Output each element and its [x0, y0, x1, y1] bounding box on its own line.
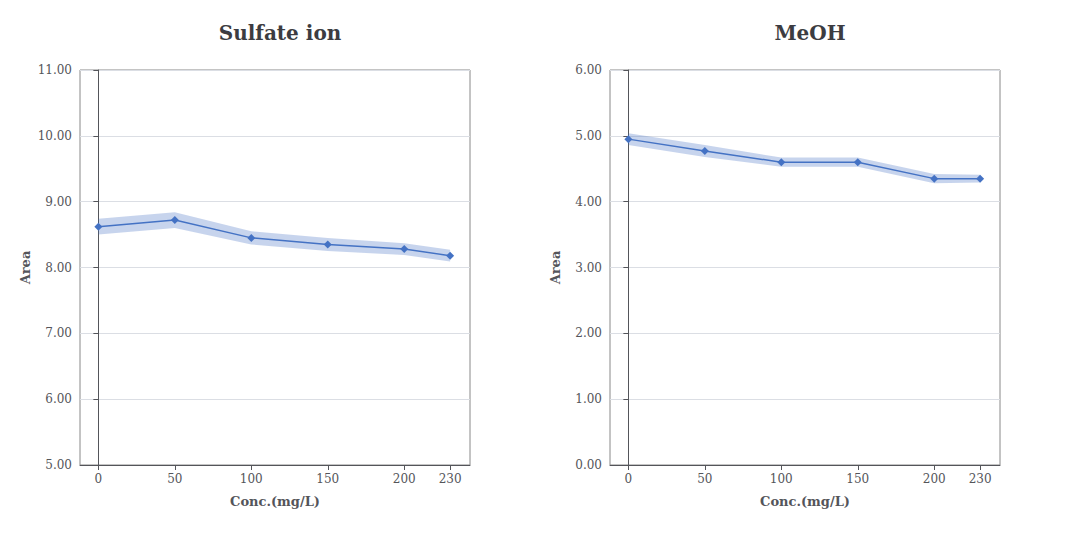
- svg-text:7.00: 7.00: [45, 326, 72, 340]
- svg-text:200: 200: [393, 472, 416, 486]
- svg-text:9.00: 9.00: [45, 195, 72, 209]
- svg-text:100: 100: [240, 472, 263, 486]
- svg-text:5.00: 5.00: [575, 129, 602, 143]
- svg-text:1.00: 1.00: [575, 392, 602, 406]
- svg-text:4.00: 4.00: [575, 195, 602, 209]
- svg-text:Conc.(mg/L): Conc.(mg/L): [230, 494, 320, 509]
- svg-text:150: 150: [846, 472, 869, 486]
- svg-text:10.00: 10.00: [38, 129, 72, 143]
- svg-text:230: 230: [969, 472, 992, 486]
- svg-text:2.00: 2.00: [575, 326, 602, 340]
- svg-text:Conc.(mg/L): Conc.(mg/L): [760, 494, 850, 509]
- svg-text:8.00: 8.00: [45, 261, 72, 275]
- svg-text:150: 150: [316, 472, 339, 486]
- svg-text:100: 100: [770, 472, 793, 486]
- svg-text:50: 50: [697, 472, 712, 486]
- svg-text:50: 50: [167, 472, 182, 486]
- svg-text:6.00: 6.00: [575, 63, 602, 77]
- svg-text:0.00: 0.00: [575, 458, 602, 472]
- svg-text:Area: Area: [548, 250, 563, 285]
- svg-text:230: 230: [439, 472, 462, 486]
- svg-text:11.00: 11.00: [38, 63, 72, 77]
- svg-text:6.00: 6.00: [45, 392, 72, 406]
- svg-text:Sulfate ion: Sulfate ion: [219, 21, 342, 45]
- svg-text:200: 200: [923, 472, 946, 486]
- svg-text:Area: Area: [18, 250, 33, 285]
- svg-text:MeOH: MeOH: [774, 21, 845, 45]
- svg-text:0: 0: [625, 472, 633, 486]
- svg-text:5.00: 5.00: [45, 458, 72, 472]
- svg-text:3.00: 3.00: [575, 261, 602, 275]
- svg-text:0: 0: [95, 472, 103, 486]
